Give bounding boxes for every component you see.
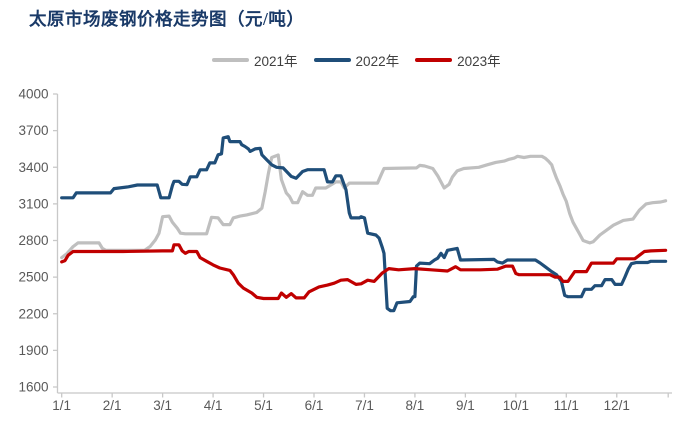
y-axis-tick-label: 3100 bbox=[18, 196, 48, 211]
x-axis-tick-label: 11/1 bbox=[554, 398, 579, 413]
y-axis-tick-label: 2800 bbox=[18, 233, 48, 248]
x-axis-tick-label: 1/1 bbox=[52, 398, 71, 413]
legend-label-2021: 2021年 bbox=[254, 54, 298, 69]
x-axis-tick-label: 2/1 bbox=[103, 398, 122, 413]
y-axis-tick-label: 1600 bbox=[18, 380, 48, 395]
x-axis-tick-label: 3/1 bbox=[153, 398, 172, 413]
x-axis-tick-label: 8/1 bbox=[406, 398, 425, 413]
y-axis-tick-label: 3400 bbox=[18, 160, 48, 175]
x-axis-tick-label: 7/1 bbox=[355, 398, 374, 413]
x-axis-tick-label: 10/1 bbox=[503, 398, 529, 413]
x-axis-tick-label: 9/1 bbox=[456, 398, 475, 413]
series-2023-line bbox=[60, 243, 668, 301]
y-axis-tick-label: 2500 bbox=[18, 270, 48, 285]
x-axis-tick-label: 6/1 bbox=[305, 398, 324, 413]
chart-title: 太原市场废钢价格走势图（元/吨） bbox=[29, 9, 305, 29]
legend-item-2022: 2022年 bbox=[313, 50, 400, 70]
legend: 2021年 2022年 2023年 bbox=[212, 50, 501, 70]
series-2021-line bbox=[60, 153, 668, 260]
legend-item-2023: 2023年 bbox=[415, 50, 501, 70]
legend-label-2023: 2023年 bbox=[457, 54, 501, 69]
legend-item-2021: 2021年 bbox=[212, 50, 298, 70]
y-axis-tick-label: 2200 bbox=[18, 306, 48, 321]
legend-swatch-2021-icon bbox=[212, 58, 249, 62]
legend-swatch-2023-icon bbox=[415, 58, 453, 62]
y-axis-tick-label: 3700 bbox=[18, 123, 48, 138]
x-axis-tick-label: 12/1 bbox=[604, 398, 630, 413]
x-axis-tick-label: 4/1 bbox=[204, 398, 223, 413]
legend-label-2022: 2022年 bbox=[355, 54, 400, 69]
x-axis-tick-label: 5/1 bbox=[254, 398, 273, 413]
y-axis-tick-label: 1900 bbox=[18, 343, 48, 358]
series-2022-line bbox=[60, 135, 668, 313]
y-axis-tick-label: 4000 bbox=[18, 87, 48, 102]
legend-swatch-2022-icon bbox=[313, 58, 351, 62]
